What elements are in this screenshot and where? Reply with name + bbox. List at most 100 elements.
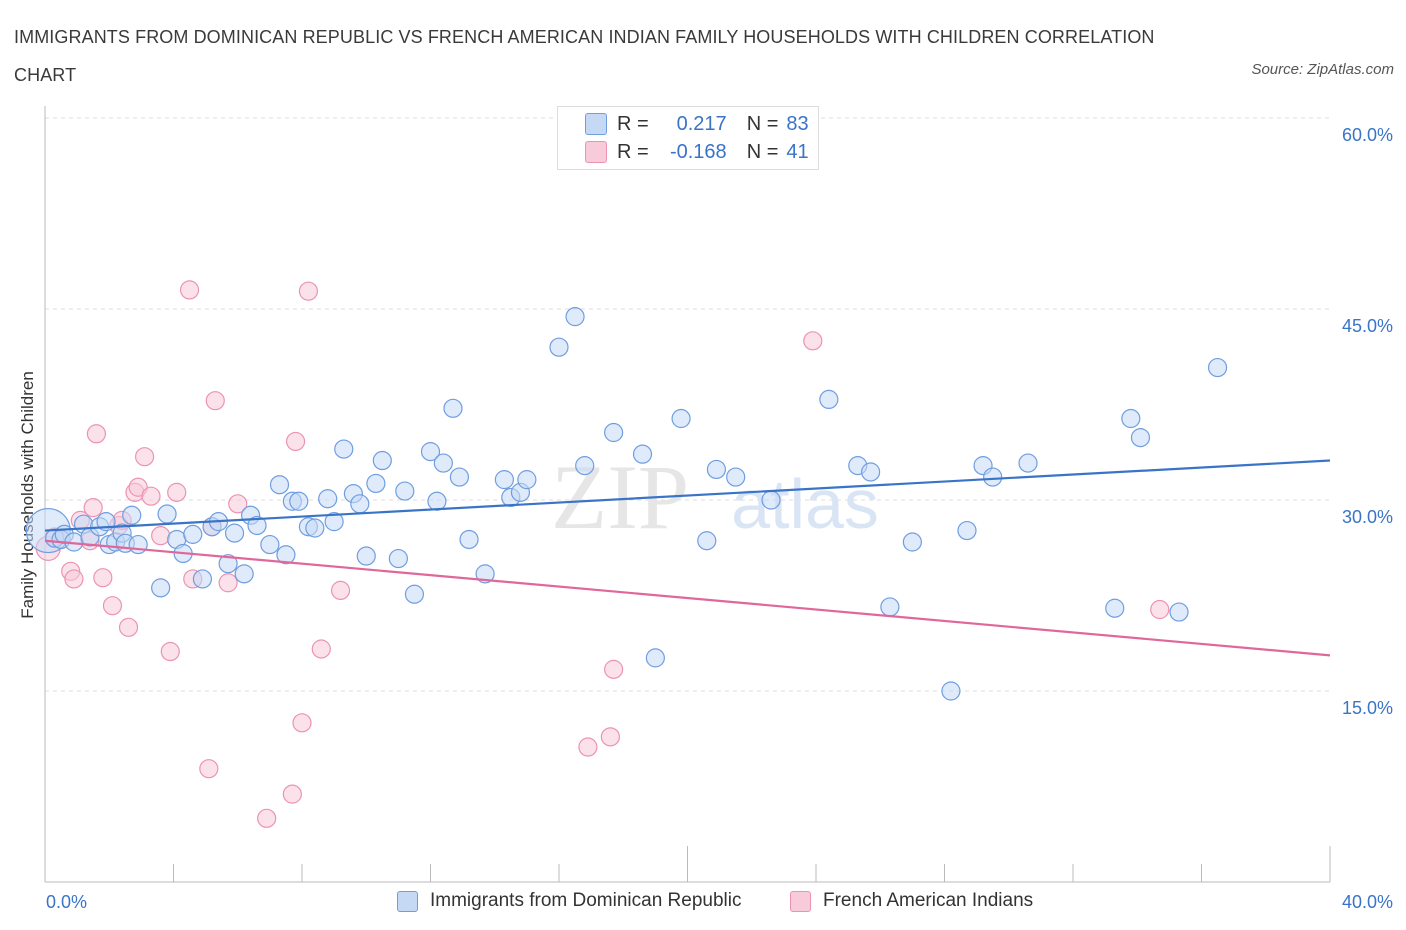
french-american-indians-point xyxy=(102,596,123,616)
dominican-republic-point xyxy=(395,481,415,501)
dominican-republic-point xyxy=(305,518,325,538)
dominican-republic-point xyxy=(941,681,961,701)
dominican-republic-point xyxy=(234,564,254,584)
french-american-indians-point xyxy=(83,498,103,518)
french-american-indians-point xyxy=(282,784,302,804)
y-tick-label: 15.0% xyxy=(1342,698,1393,718)
french-american-indians-point xyxy=(311,639,331,659)
dominican-republic-point xyxy=(902,532,922,552)
gridlines xyxy=(45,117,1330,692)
dominican-republic-point xyxy=(427,491,447,511)
series-dominican-republic xyxy=(25,110,1228,701)
french-american-indians-point xyxy=(86,424,107,444)
source-credit: Source: ZipAtlas.com xyxy=(1251,61,1394,78)
dominican-republic-point xyxy=(957,520,977,541)
dominican-republic-point xyxy=(218,554,238,574)
dominican-republic-point xyxy=(443,398,463,418)
french-american-indians-point xyxy=(257,808,277,828)
dominican-republic-point xyxy=(192,569,213,589)
dominican-republic-point xyxy=(334,439,354,459)
dominican-republic-point xyxy=(1130,428,1151,448)
correlation-legend: R = 0.217 N = 83 R = -0.168 N = 41 xyxy=(557,106,819,170)
dominican-republic-point xyxy=(1018,453,1038,473)
dominican-republic-point xyxy=(565,307,585,327)
dominican-republic-point xyxy=(819,389,839,410)
dominican-republic-point xyxy=(1105,598,1125,618)
dominican-republic-point xyxy=(861,462,881,482)
dominican-republic-point xyxy=(604,422,624,443)
dominican-republic-point xyxy=(151,578,171,598)
y-tick-label: 45.0% xyxy=(1342,316,1393,336)
dominican-republic-point xyxy=(1169,602,1189,622)
legend-r-label: R = xyxy=(617,112,649,135)
french-american-indians-point xyxy=(330,580,351,601)
dominican-republic-point xyxy=(549,337,569,357)
dominican-republic-point xyxy=(1121,408,1141,429)
dominican-republic-point xyxy=(372,450,392,471)
dominican-republic-point xyxy=(318,489,338,509)
dominican-republic-point xyxy=(356,546,376,566)
dominican-republic-point xyxy=(459,529,479,550)
trend-line-dominican-republic xyxy=(44,459,1331,532)
legend-item-dominican-republic: Immigrants from Dominican Republic xyxy=(397,890,742,912)
french-american-indians-point xyxy=(292,713,312,733)
dominican-republic-point xyxy=(517,470,537,490)
legend-swatch-pink xyxy=(790,890,811,912)
french-american-indians-point xyxy=(285,431,306,452)
legend-pink-r: -0.168 xyxy=(669,140,727,163)
french-american-indians-point xyxy=(179,280,200,300)
dominican-republic-point xyxy=(983,467,1003,487)
french-american-indians-point xyxy=(64,569,84,589)
x-tick-label-max: 40.0% xyxy=(1342,892,1393,912)
dominican-republic-point xyxy=(260,534,280,555)
legend-r-label: R = xyxy=(617,140,649,163)
dominican-republic-point xyxy=(157,504,177,524)
dominican-republic-point xyxy=(388,548,408,569)
dominican-republic-point xyxy=(404,584,425,604)
dominican-republic-point xyxy=(880,597,900,617)
dominican-republic-point xyxy=(697,531,717,551)
dominican-republic-point xyxy=(269,475,290,495)
french-american-indians-point xyxy=(205,391,225,411)
french-american-indians-point xyxy=(160,641,180,662)
legend-swatch-pink xyxy=(585,141,607,163)
french-american-indians-point xyxy=(803,331,823,351)
dominican-republic-point xyxy=(575,456,595,476)
legend-item-french-american-indians: French American Indians xyxy=(790,890,1033,912)
french-american-indians-point xyxy=(141,486,161,506)
legend-blue-n: 83 xyxy=(786,112,809,135)
dominican-republic-point xyxy=(183,524,203,544)
dominican-republic-point xyxy=(645,648,665,668)
legend-blue-r: 0.217 xyxy=(676,112,727,135)
french-american-indians-point xyxy=(93,568,113,588)
french-american-indians-point xyxy=(298,281,319,301)
chart-title: IMMIGRANTS FROM DOMINICAN REPUBLIC VS FR… xyxy=(14,27,1155,85)
legend-label-dominican-republic: Immigrants from Dominican Republic xyxy=(430,890,742,911)
dominican-republic-point xyxy=(324,512,344,532)
dominican-republic-point xyxy=(449,467,470,487)
dominican-republic-point xyxy=(289,491,309,511)
french-american-indians-point xyxy=(118,617,139,637)
french-american-indians-point xyxy=(604,659,624,679)
trend-line-french-american-indians xyxy=(44,539,1331,657)
watermark: ZIP atlas xyxy=(551,446,879,548)
legend-swatch-blue xyxy=(397,890,418,912)
french-american-indians-point xyxy=(228,494,248,514)
french-american-indians-point xyxy=(1150,599,1170,620)
legend-label-french-american-indians: French American Indians xyxy=(823,890,1034,911)
dominican-republic-point xyxy=(494,470,514,490)
dominican-republic-point xyxy=(350,494,370,514)
french-american-indians-point xyxy=(600,727,621,747)
dominican-republic-point xyxy=(433,453,453,473)
french-american-indians-point xyxy=(199,759,219,779)
dominican-republic-point xyxy=(128,534,148,555)
dominican-republic-point xyxy=(706,459,727,480)
dominican-republic-point xyxy=(726,467,746,487)
french-american-indians-point xyxy=(134,447,155,467)
dominican-republic-point xyxy=(224,523,245,543)
y-tick-label: 60.0% xyxy=(1342,125,1393,145)
axes xyxy=(44,106,1331,883)
legend-n-label: N = xyxy=(746,112,779,135)
dominican-republic-point xyxy=(276,545,296,565)
dominican-republic-point xyxy=(761,490,781,510)
